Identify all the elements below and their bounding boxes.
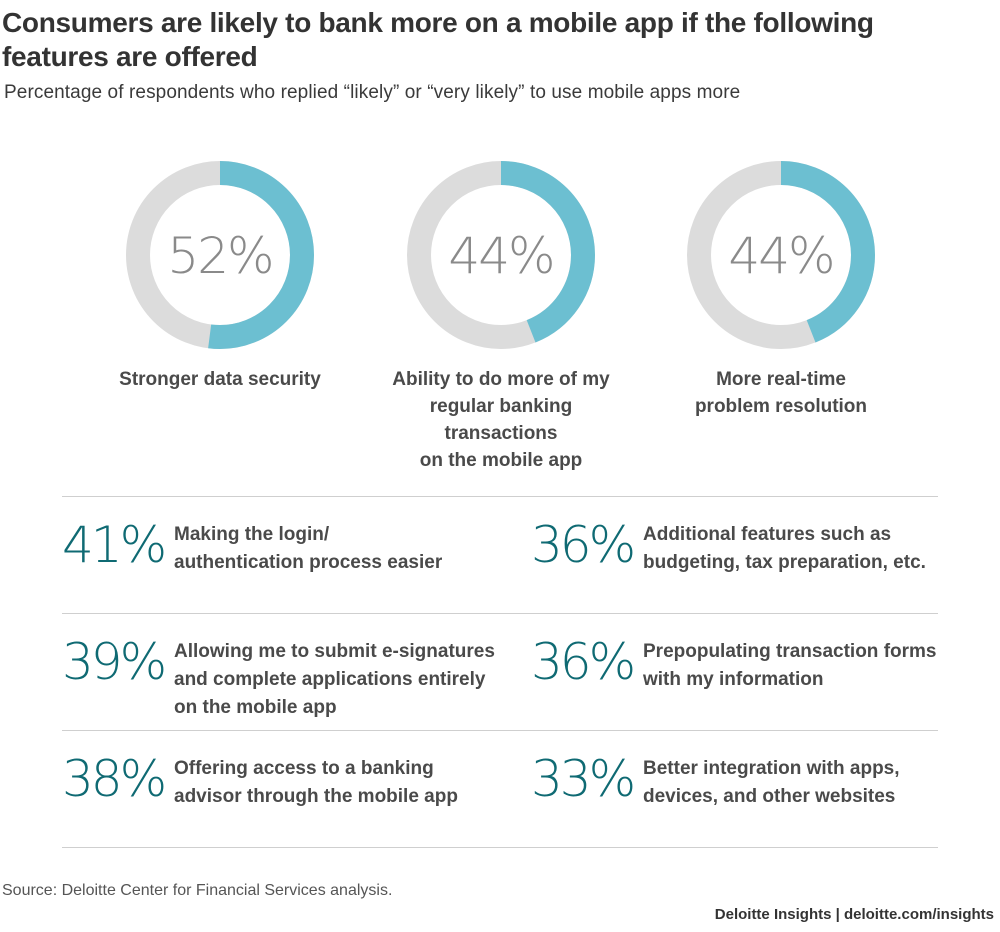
stat-percentage: 36% xyxy=(531,633,636,691)
description-line: advisor through the mobile app xyxy=(174,786,458,807)
label-line: problem resolution xyxy=(694,396,868,417)
stat-description: Additional features such as budgeting, ta… xyxy=(643,521,926,577)
chart-subtitle: Percentage of respondents who replied “l… xyxy=(4,82,741,103)
stat-item: 38% Offering access to a banking advisor t… xyxy=(62,731,458,847)
stat-percentage: 38% xyxy=(62,750,167,808)
label-line: regular banking transactions xyxy=(429,396,573,444)
stat-item: 36% Additional features such as budgeting,… xyxy=(531,497,926,613)
donut-chart: 44% xyxy=(407,161,595,349)
stat-description: Making the login/authentication process … xyxy=(174,521,442,577)
label-line: Ability to do more of my xyxy=(392,369,610,390)
donut-value-label: 52% xyxy=(167,227,272,285)
donut-category-label: Ability to do more of my regular banking … xyxy=(371,366,631,474)
divider xyxy=(62,847,938,848)
stat-item: 33% Better integration with apps, devices,… xyxy=(531,731,900,847)
donut-slice xyxy=(126,161,314,349)
donut-value-label: 44% xyxy=(728,227,833,285)
label-line: on the mobile app xyxy=(419,450,583,471)
stat-percentage: 33% xyxy=(531,750,636,808)
stat-description: Prepopulating transaction forms with my i… xyxy=(643,638,936,694)
description-line: budgeting, tax preparation, etc. xyxy=(643,552,926,573)
description-line: Offering access to a banking xyxy=(174,758,434,779)
donut-value-label: 44% xyxy=(448,227,553,285)
donut-slice xyxy=(687,161,875,349)
chart-title: Consumers are likely to bank more on a m… xyxy=(2,7,874,72)
stat-description: Allowing me to submit e-signatures and co… xyxy=(174,638,495,722)
description-line: Allowing me to submit e-signatures xyxy=(174,641,495,662)
stat-item: 36% Prepopulating transaction forms with m… xyxy=(531,614,936,730)
stat-item: 39% Allowing me to submit e-signatures and… xyxy=(62,614,495,730)
description-line: Prepopulating transaction forms xyxy=(643,641,937,662)
donut-item: 52% Stronger data security xyxy=(90,160,350,393)
source-note: Source: Deloitte Center for Financial Se… xyxy=(2,882,393,899)
label-line: More real-time xyxy=(716,369,846,390)
description-line: devices, and other websites xyxy=(643,786,896,807)
description-line: on the mobile app xyxy=(174,697,337,718)
stat-percentage: 41% xyxy=(62,516,167,574)
stat-item: 41% Making the login/authentication proce… xyxy=(62,497,442,613)
description-line: Better integration with apps, xyxy=(643,758,900,779)
donut-chart: 44% xyxy=(687,161,875,349)
donut-item: 44% Ability to do more of my regular banki… xyxy=(371,160,631,474)
credit-line: Deloitte Insights | deloitte.com/insight… xyxy=(714,906,994,923)
donut-category-label: Stronger data security xyxy=(90,366,350,393)
description-line: and complete applications entirely xyxy=(174,669,486,690)
divider xyxy=(62,613,938,614)
stat-percentage: 36% xyxy=(531,516,636,574)
donut-slice xyxy=(407,161,595,349)
stat-percentage: 39% xyxy=(62,633,167,691)
description-line: Additional features such as xyxy=(643,524,892,545)
stat-description: Offering access to a banking advisor thro… xyxy=(174,755,458,811)
donut-category-label: More real-time problem resolution xyxy=(651,366,911,420)
description-line: with my information xyxy=(643,669,824,690)
donut-chart: 52% xyxy=(126,161,314,349)
divider xyxy=(62,496,938,497)
label-line: Stronger data security xyxy=(119,369,321,390)
divider xyxy=(62,730,938,731)
description-line: authentication process easier xyxy=(174,552,443,573)
donut-item: 44% More real-time problem resolution xyxy=(651,160,911,420)
description-line: Making the login/ xyxy=(174,524,330,545)
stat-description: Better integration with apps, devices, an… xyxy=(643,755,900,811)
